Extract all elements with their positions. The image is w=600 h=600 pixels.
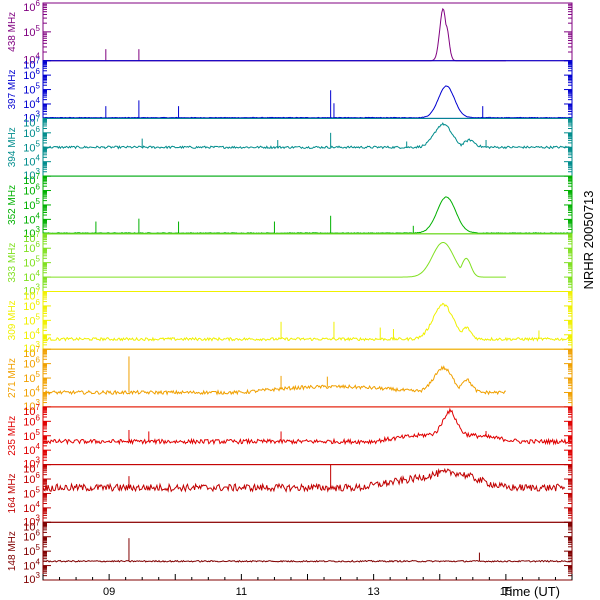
series-label: 397 MHz bbox=[7, 70, 18, 110]
y-tick-label: 106 bbox=[23, 0, 40, 14]
series-label: 352 MHz bbox=[7, 185, 18, 225]
panel-frame bbox=[42, 348, 573, 408]
x-tick-label: 09 bbox=[103, 586, 115, 598]
panel-frame bbox=[42, 175, 573, 235]
y-tick-label: 105 bbox=[23, 197, 40, 212]
x-tick-label: 11 bbox=[236, 586, 247, 598]
series-label: 333 MHz bbox=[7, 243, 18, 283]
x-tick-label: 13 bbox=[368, 586, 380, 598]
panel-frame bbox=[42, 2, 573, 62]
panel-frame bbox=[42, 60, 573, 119]
y-tick-label: 105 bbox=[23, 82, 40, 97]
panel-frame bbox=[42, 464, 573, 523]
y-tick-label: 105 bbox=[23, 255, 40, 270]
panel-frame bbox=[42, 233, 573, 293]
y-tick-label: 105 bbox=[23, 543, 40, 558]
series-line bbox=[42, 467, 566, 493]
x-axis: 09 11 13 15 bbox=[42, 574, 573, 598]
series-line bbox=[42, 302, 573, 342]
panel-frame bbox=[42, 406, 573, 466]
series-label: 164 MHz bbox=[7, 473, 18, 513]
series-line bbox=[42, 407, 573, 446]
series-label: 148 MHz bbox=[7, 531, 18, 571]
series-label: 271 MHz bbox=[7, 358, 18, 398]
x-axis-label: Time (UT) bbox=[502, 584, 560, 599]
series-line bbox=[42, 196, 573, 234]
y-tick-label: 105 bbox=[23, 139, 40, 154]
series-line bbox=[43, 7, 506, 62]
series-line bbox=[42, 559, 573, 563]
series-line bbox=[42, 85, 573, 119]
series-line bbox=[42, 365, 506, 396]
y-tick-label: 105 bbox=[23, 24, 40, 39]
x-tick-label: 15 bbox=[500, 586, 512, 598]
series-label: 438 MHz bbox=[7, 12, 18, 52]
series-line bbox=[42, 122, 572, 150]
side-label: NRHR 20050713 bbox=[581, 190, 596, 289]
y-tick-label: 103 bbox=[23, 571, 40, 586]
series-label: 235 MHz bbox=[7, 416, 18, 456]
series-label: 309 MHz bbox=[7, 300, 18, 340]
panel-frame bbox=[42, 521, 573, 581]
y-tick-label: 105 bbox=[23, 312, 40, 327]
series-label: 394 MHz bbox=[7, 127, 18, 167]
y-tick-label: 105 bbox=[23, 485, 40, 500]
y-tick-label: 105 bbox=[23, 428, 40, 443]
y-tick-label: 105 bbox=[23, 370, 40, 385]
series-line bbox=[43, 242, 506, 278]
